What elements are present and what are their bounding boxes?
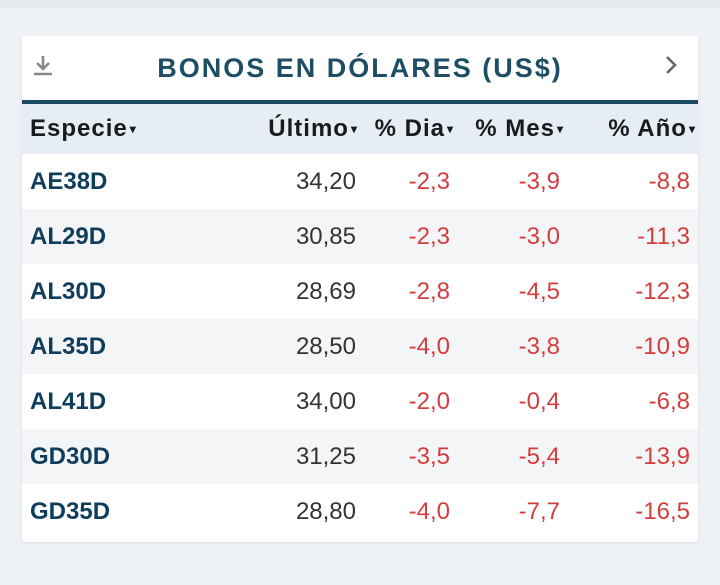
- last-price-cell: 34,20: [295, 167, 356, 195]
- last-price-cell: 34,00: [295, 387, 356, 415]
- day-change-cell: -2,8: [408, 277, 450, 305]
- ticker-cell[interactable]: GD30D: [30, 442, 111, 470]
- header-rule: [22, 100, 698, 104]
- top-strip: [0, 0, 720, 8]
- ticker-cell[interactable]: GD35D: [30, 497, 111, 525]
- year-change-cell: -12,3: [635, 277, 690, 305]
- card-header: BONOS EN DÓLARES (US$): [22, 36, 698, 100]
- year-change-cell: -10,9: [635, 332, 690, 360]
- table-row[interactable]: AL41D 34,00 -2,0 -0,4 -6,8: [22, 374, 698, 429]
- last-price-cell: 28,50: [295, 332, 356, 360]
- month-change-cell: -5,4: [518, 442, 560, 470]
- sort-arrow-icon[interactable]: ▾: [350, 122, 358, 137]
- day-change-cell: -4,0: [408, 497, 450, 525]
- column-header-ano[interactable]: % Año ▾: [608, 115, 696, 143]
- day-change-cell: -2,3: [408, 222, 450, 250]
- day-change-cell: -4,0: [408, 332, 450, 360]
- ticker-cell[interactable]: AE38D: [30, 167, 108, 195]
- ticker-cell[interactable]: AL29D: [30, 222, 107, 250]
- card-title: BONOS EN DÓLARES (US$): [157, 53, 563, 83]
- day-change-cell: -3,5: [408, 442, 450, 470]
- month-change-cell: -3,0: [518, 222, 560, 250]
- column-header-mes[interactable]: % Mes ▾: [475, 115, 564, 143]
- year-change-cell: -6,8: [648, 387, 690, 415]
- year-change-cell: -8,8: [648, 167, 690, 195]
- day-change-cell: -2,3: [408, 167, 450, 195]
- ticker-cell[interactable]: AL35D: [30, 332, 107, 360]
- last-price-cell: 28,69: [295, 277, 356, 305]
- sort-arrow-icon[interactable]: ▾: [556, 122, 564, 137]
- sort-arrow-icon[interactable]: ▾: [129, 122, 137, 137]
- column-header-especie[interactable]: Especie ▾: [30, 115, 137, 143]
- ticker-cell[interactable]: AL30D: [30, 277, 107, 305]
- day-change-cell: -2,0: [408, 387, 450, 415]
- year-change-cell: -13,9: [635, 442, 690, 470]
- last-price-cell: 31,25: [295, 442, 356, 470]
- month-change-cell: -4,5: [518, 277, 560, 305]
- table-row[interactable]: AL30D 28,69 -2,8 -4,5 -12,3: [22, 264, 698, 319]
- month-change-cell: -3,9: [518, 167, 560, 195]
- year-change-cell: -11,3: [637, 222, 690, 250]
- sort-arrow-icon[interactable]: ▾: [446, 122, 454, 137]
- table-header-row: Especie ▾ Último ▾ % Dia ▾ % Mes ▾ % Año ▾: [22, 104, 698, 154]
- chevron-right-icon[interactable]: [662, 51, 680, 79]
- table-row[interactable]: GD35D 28,80 -4,0 -7,7 -16,5: [22, 484, 698, 539]
- month-change-cell: -3,8: [518, 332, 560, 360]
- sort-arrow-icon[interactable]: ▾: [688, 122, 696, 137]
- table-row[interactable]: AL29D 30,85 -2,3 -3,0 -11,3: [22, 209, 698, 264]
- column-header-dia[interactable]: % Dia ▾: [374, 115, 454, 143]
- bonds-table: Especie ▾ Último ▾ % Dia ▾ % Mes ▾ % Año ▾ AE…: [22, 104, 698, 539]
- table-row[interactable]: GD30D 31,25 -3,5 -5,4 -13,9: [22, 429, 698, 484]
- month-change-cell: -7,7: [518, 497, 560, 525]
- table-row[interactable]: AL35D 28,50 -4,0 -3,8 -10,9: [22, 319, 698, 374]
- year-change-cell: -16,5: [635, 497, 690, 525]
- column-header-ultimo[interactable]: Último ▾: [268, 115, 358, 143]
- month-change-cell: -0,4: [518, 387, 560, 415]
- download-icon[interactable]: [30, 53, 56, 79]
- ticker-cell[interactable]: AL41D: [30, 387, 107, 415]
- table-row[interactable]: AE38D 34,20 -2,3 -3,9 -8,8: [22, 154, 698, 209]
- last-price-cell: 30,85: [295, 222, 356, 250]
- last-price-cell: 28,80: [295, 497, 356, 525]
- bonds-card: BONOS EN DÓLARES (US$) Especie ▾ Último ▾ …: [22, 36, 698, 542]
